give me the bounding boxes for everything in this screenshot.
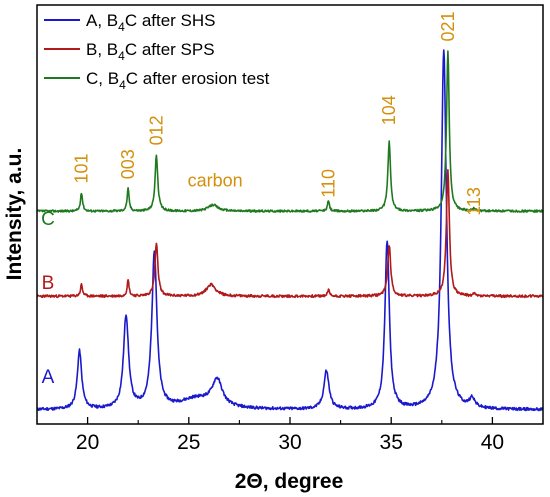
x-tick-label: 30 xyxy=(278,431,301,454)
x-tick-label: 35 xyxy=(380,431,403,454)
peak-label: 113 xyxy=(464,187,484,216)
x-axis-label: 2Θ, degree xyxy=(235,470,344,493)
axis-ticks: 20 25 30 35 40 xyxy=(36,417,544,454)
x-tick-label: 40 xyxy=(481,431,504,454)
peak-labels: 101 003 012 carbon 110 104 021 113 xyxy=(72,11,485,215)
series-line-c xyxy=(37,50,543,213)
curve-label-b: B xyxy=(42,273,55,294)
legend: A, B4C after SHS B, B4C after SPS C, B4C a… xyxy=(44,11,270,92)
series-line-a xyxy=(37,49,543,412)
peak-label: 003 xyxy=(118,149,138,179)
x-tick-label: 25 xyxy=(177,431,200,454)
series-line-b xyxy=(37,169,543,299)
legend-entry: C, B4C after erosion test xyxy=(86,69,270,92)
peak-label: 101 xyxy=(72,153,92,183)
peak-label: 110 xyxy=(318,169,338,198)
plot-content xyxy=(37,49,543,412)
x-tick-label: 20 xyxy=(76,431,99,454)
curve-label-a: A xyxy=(42,367,55,388)
y-axis-label: Intensity, a.u. xyxy=(3,148,26,281)
peak-label: 104 xyxy=(379,95,399,125)
legend-entry: A, B4C after SHS xyxy=(86,11,216,34)
peak-label: 021 xyxy=(438,11,458,41)
peak-label: 012 xyxy=(146,115,166,145)
curve-labels: A B C xyxy=(41,209,55,388)
peak-label: carbon xyxy=(188,170,243,190)
legend-entry: B, B4C after SPS xyxy=(86,40,215,63)
curve-label-c: C xyxy=(41,209,55,230)
